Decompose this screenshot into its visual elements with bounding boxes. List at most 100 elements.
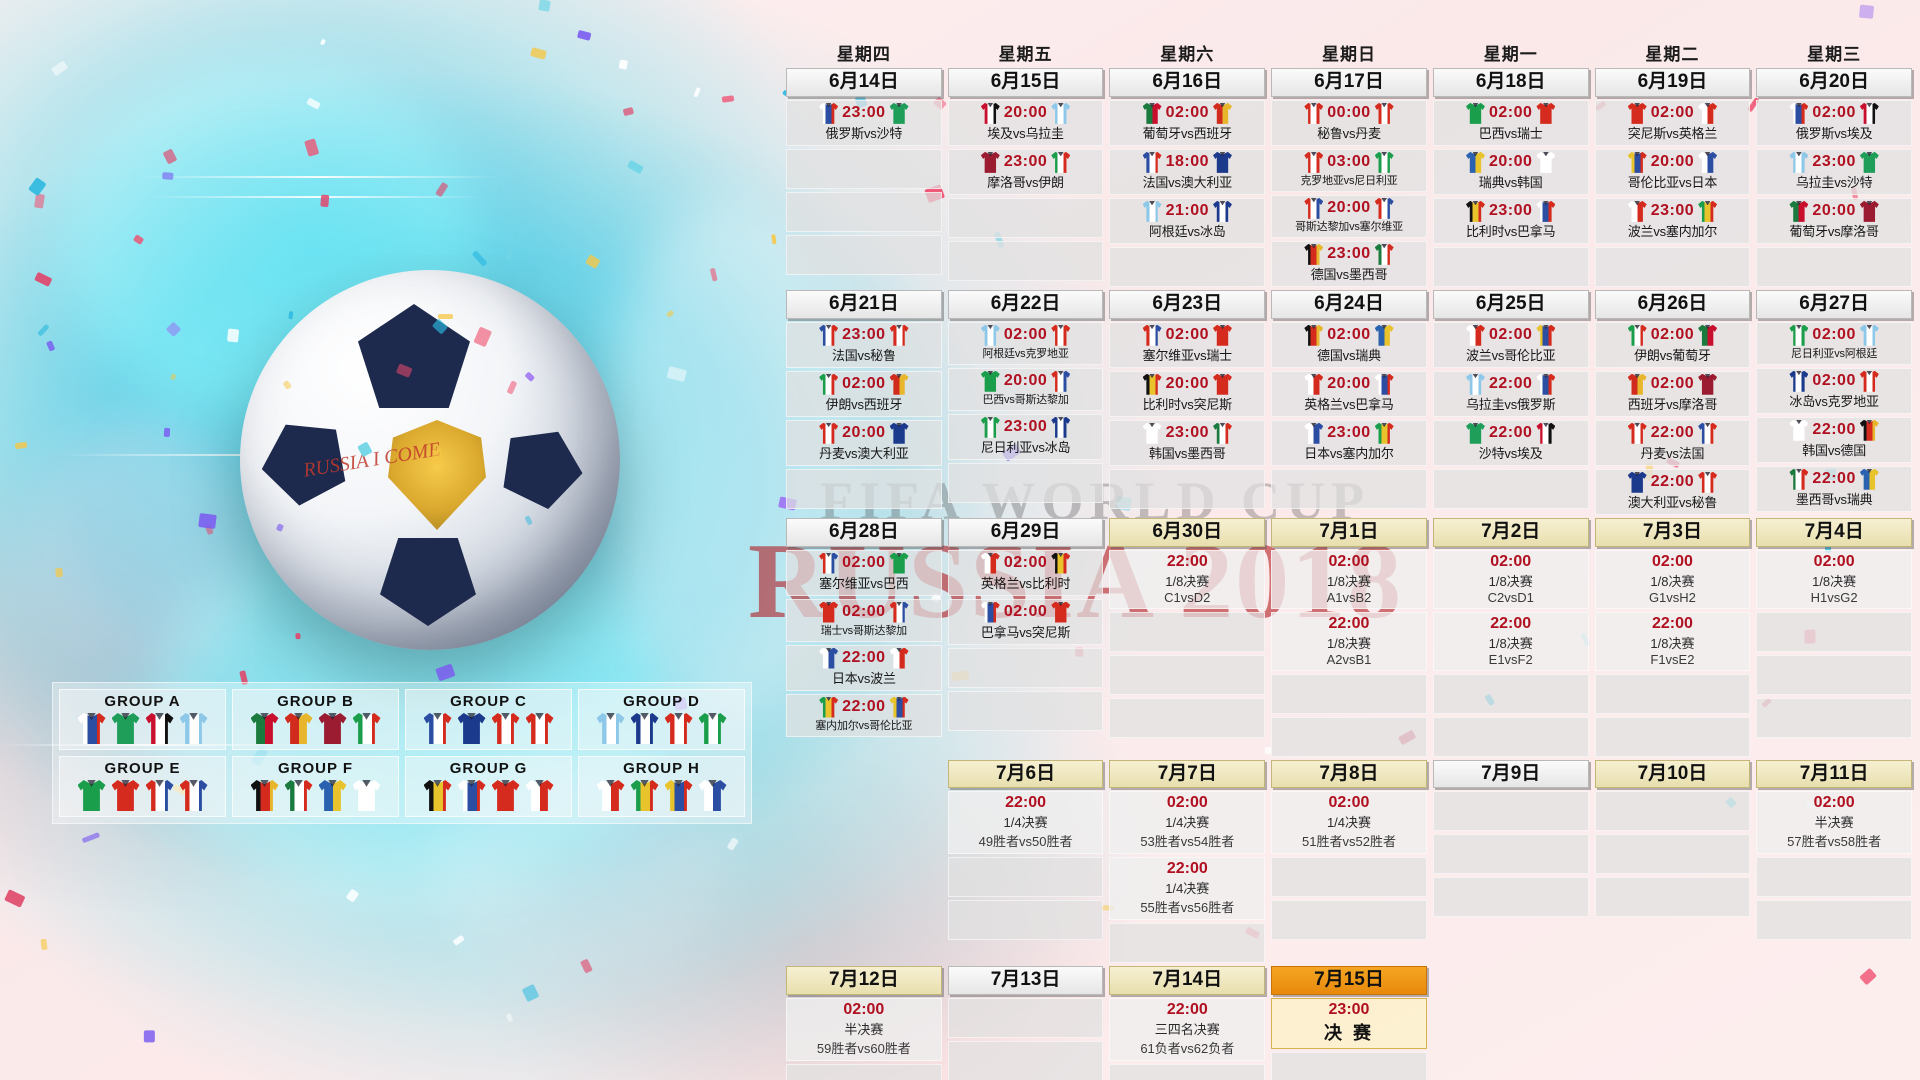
match-cell[interactable]: 02:00 阿根廷vs克罗地亚 bbox=[947, 321, 1104, 365]
match-cell[interactable]: 23:00 尼日利亚vs冰岛 bbox=[947, 413, 1104, 460]
match-cell[interactable]: 02:00 西班牙vs摩洛哥 bbox=[1594, 370, 1751, 417]
date-header[interactable]: 7月15日 bbox=[1271, 966, 1427, 996]
match-cell[interactable]: 20:00 哥伦比亚vs日本 bbox=[1594, 148, 1751, 195]
match-cell[interactable]: 23:00 日本vs塞内加尔 bbox=[1271, 419, 1427, 466]
match-cell[interactable]: 22:00 澳大利亚vs秘鲁 bbox=[1594, 468, 1751, 515]
match-cell[interactable]: 22:00 塞内加尔vs哥伦比亚 bbox=[786, 693, 942, 737]
match-cell[interactable]: 02:00 瑞士vs哥斯达黎加 bbox=[786, 598, 942, 642]
date-header[interactable]: 6月23日 bbox=[1109, 289, 1266, 319]
date-header[interactable]: 7月1日 bbox=[1271, 517, 1427, 547]
match-cell[interactable]: 02:00 伊朗vs西班牙 bbox=[786, 370, 942, 417]
date-header[interactable]: 7月11日 bbox=[1756, 759, 1912, 789]
match-cell[interactable]: 23:00 比利时vs巴拿马 bbox=[1432, 197, 1589, 244]
match-cell[interactable]: 23:00 波兰vs塞内加尔 bbox=[1594, 197, 1751, 244]
match-cell[interactable]: 22:00 墨西哥vs瑞典 bbox=[1756, 465, 1912, 512]
match-cell[interactable]: 22:00 丹麦vs法国 bbox=[1594, 419, 1751, 466]
match-cell[interactable]: 23:00 乌拉圭vs沙特 bbox=[1756, 148, 1912, 195]
date-header[interactable]: 7月4日 bbox=[1756, 517, 1912, 547]
date-header[interactable]: 7月13日 bbox=[947, 966, 1104, 996]
match-cell[interactable]: 22:00 乌拉圭vs俄罗斯 bbox=[1432, 370, 1589, 417]
knockout-match-cell[interactable]: 02:00 1/8决赛 C2vsD1 bbox=[1432, 549, 1589, 609]
match-cell[interactable]: 02:00 英格兰vs比利时 bbox=[947, 549, 1104, 596]
match-cell[interactable]: 20:00 英格兰vs巴拿马 bbox=[1271, 370, 1427, 417]
match-cell[interactable]: 20:00 瑞典vs韩国 bbox=[1432, 148, 1589, 195]
knockout-match-cell[interactable]: 02:00 半决赛 57胜者vs58胜者 bbox=[1756, 791, 1912, 855]
group-box-group-c[interactable]: GROUP C bbox=[405, 689, 572, 750]
match-cell[interactable]: 23:00 德国vs墨西哥 bbox=[1271, 240, 1427, 287]
date-header[interactable]: 7月12日 bbox=[786, 966, 942, 996]
group-box-group-a[interactable]: GROUP A bbox=[59, 689, 226, 750]
knockout-match-cell[interactable]: 02:00 1/4决赛 53胜者vs54胜者 bbox=[1109, 791, 1266, 855]
match-cell[interactable]: 02:00 伊朗vs葡萄牙 bbox=[1594, 321, 1751, 368]
final-match-cell[interactable]: 23:00 决 赛 bbox=[1271, 998, 1427, 1050]
match-cell[interactable]: 02:00 巴拿马vs突尼斯 bbox=[947, 598, 1104, 645]
date-header[interactable]: 6月16日 bbox=[1109, 68, 1266, 97]
date-header[interactable]: 7月3日 bbox=[1594, 517, 1751, 547]
date-header[interactable]: 6月14日 bbox=[786, 68, 942, 97]
date-header[interactable]: 6月24日 bbox=[1271, 289, 1427, 319]
date-header[interactable]: 6月19日 bbox=[1594, 68, 1751, 97]
match-cell[interactable]: 02:00 塞尔维亚vs巴西 bbox=[786, 549, 942, 596]
match-cell[interactable]: 02:00 德国vs瑞典 bbox=[1271, 321, 1427, 368]
match-cell[interactable]: 23:00 摩洛哥vs伊朗 bbox=[947, 148, 1104, 195]
date-header[interactable]: 6月17日 bbox=[1271, 68, 1427, 97]
knockout-match-cell[interactable]: 22:00 1/8决赛 A2vsB1 bbox=[1271, 611, 1427, 671]
match-cell[interactable]: 23:00 俄罗斯vs沙特 bbox=[786, 99, 942, 146]
match-cell[interactable]: 20:00 埃及vs乌拉圭 bbox=[947, 99, 1104, 146]
date-header[interactable]: 6月26日 bbox=[1594, 289, 1751, 319]
knockout-match-cell[interactable]: 22:00 1/4决赛 55胜者vs56胜者 bbox=[1109, 857, 1266, 921]
match-cell[interactable]: 20:00 丹麦vs澳大利亚 bbox=[786, 419, 942, 466]
match-cell[interactable]: 20:00 葡萄牙vs摩洛哥 bbox=[1756, 197, 1912, 244]
group-box-group-f[interactable]: GROUP F bbox=[232, 756, 399, 817]
match-cell[interactable]: 20:00 哥斯达黎加vs塞尔维亚 bbox=[1271, 194, 1427, 238]
knockout-match-cell[interactable]: 02:00 1/8决赛 G1vsH2 bbox=[1594, 549, 1751, 609]
date-header[interactable]: 7月7日 bbox=[1109, 759, 1266, 789]
match-cell[interactable]: 02:00 塞尔维亚vs瑞士 bbox=[1109, 321, 1266, 368]
date-header[interactable]: 6月25日 bbox=[1432, 289, 1589, 319]
match-cell[interactable]: 02:00 突尼斯vs英格兰 bbox=[1594, 99, 1751, 146]
group-box-group-b[interactable]: GROUP B bbox=[232, 689, 399, 750]
match-cell[interactable]: 22:00 日本vs波兰 bbox=[786, 644, 942, 691]
date-header[interactable]: 6月21日 bbox=[786, 289, 942, 319]
match-cell[interactable]: 23:00 韩国vs墨西哥 bbox=[1109, 419, 1266, 466]
knockout-match-cell[interactable]: 02:00 1/8决赛 H1vsG2 bbox=[1756, 549, 1912, 609]
match-cell[interactable]: 22:00 韩国vs德国 bbox=[1756, 416, 1912, 463]
match-cell[interactable]: 22:00 沙特vs埃及 bbox=[1432, 419, 1589, 466]
date-header[interactable]: 6月18日 bbox=[1432, 68, 1589, 97]
match-cell[interactable]: 02:00 波兰vs哥伦比亚 bbox=[1432, 321, 1589, 368]
knockout-match-cell[interactable]: 02:00 半决赛 59胜者vs60胜者 bbox=[786, 998, 942, 1062]
date-header[interactable]: 7月2日 bbox=[1432, 517, 1589, 547]
knockout-match-cell[interactable]: 02:00 1/4决赛 51胜者vs52胜者 bbox=[1271, 791, 1427, 855]
date-header[interactable]: 6月22日 bbox=[947, 289, 1104, 319]
match-cell[interactable]: 20:00 比利时vs突尼斯 bbox=[1109, 370, 1266, 417]
match-cell[interactable]: 02:00 冰岛vs克罗地亚 bbox=[1756, 367, 1912, 414]
date-header[interactable]: 6月27日 bbox=[1756, 289, 1912, 319]
match-cell[interactable]: 20:00 巴西vs哥斯达黎加 bbox=[947, 367, 1104, 411]
group-box-group-g[interactable]: GROUP G bbox=[405, 756, 572, 817]
date-header[interactable]: 7月10日 bbox=[1594, 759, 1751, 789]
knockout-match-cell[interactable]: 22:00 1/8决赛 E1vsF2 bbox=[1432, 611, 1589, 671]
date-header[interactable]: 6月29日 bbox=[947, 517, 1104, 547]
knockout-match-cell[interactable]: 02:00 1/8决赛 A1vsB2 bbox=[1271, 549, 1427, 609]
knockout-match-cell[interactable]: 22:00 三四名决赛 61负者vs62负者 bbox=[1109, 998, 1266, 1062]
match-cell[interactable]: 18:00 法国vs澳大利亚 bbox=[1109, 148, 1266, 195]
knockout-match-cell[interactable]: 22:00 1/8决赛 F1vsE2 bbox=[1594, 611, 1751, 671]
date-header[interactable]: 6月30日 bbox=[1109, 517, 1266, 547]
group-box-group-d[interactable]: GROUP D bbox=[578, 689, 745, 750]
knockout-match-cell[interactable]: 22:00 1/8决赛 C1vsD2 bbox=[1109, 549, 1266, 609]
match-cell[interactable]: 00:00 秘鲁vs丹麦 bbox=[1271, 99, 1427, 146]
match-cell[interactable]: 02:00 尼日利亚vs阿根廷 bbox=[1756, 321, 1912, 365]
match-cell[interactable]: 02:00 俄罗斯vs埃及 bbox=[1756, 99, 1912, 146]
date-header[interactable]: 7月9日 bbox=[1432, 759, 1589, 789]
group-box-group-e[interactable]: GROUP E bbox=[59, 756, 226, 817]
date-header[interactable]: 7月8日 bbox=[1271, 759, 1427, 789]
date-header[interactable]: 7月6日 bbox=[947, 759, 1104, 789]
match-cell[interactable]: 02:00 葡萄牙vs西班牙 bbox=[1109, 99, 1266, 146]
date-header[interactable]: 6月15日 bbox=[947, 68, 1104, 97]
date-header[interactable]: 7月14日 bbox=[1109, 966, 1266, 996]
match-cell[interactable]: 02:00 巴西vs瑞士 bbox=[1432, 99, 1589, 146]
date-header[interactable]: 6月28日 bbox=[786, 517, 942, 547]
match-cell[interactable]: 03:00 克罗地亚vs尼日利亚 bbox=[1271, 148, 1427, 192]
match-cell[interactable]: 21:00 阿根廷vs冰岛 bbox=[1109, 197, 1266, 244]
date-header[interactable]: 6月20日 bbox=[1756, 68, 1912, 97]
